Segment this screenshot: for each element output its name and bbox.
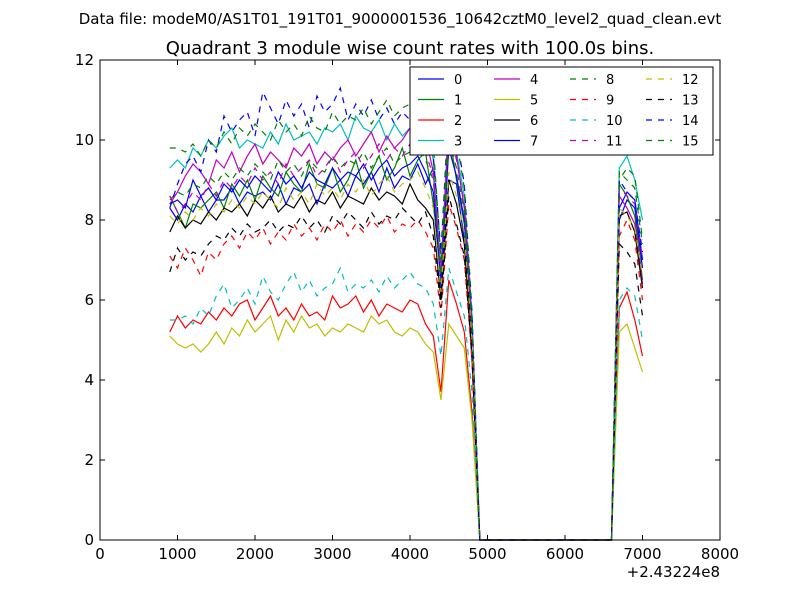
x-tick-label: 3000: [313, 545, 351, 563]
y-tick-label: 4: [84, 371, 94, 389]
legend-label-6: 6: [530, 114, 538, 129]
legend-label-10: 10: [606, 114, 623, 129]
legend-label-7: 7: [530, 135, 538, 150]
legend-label-3: 3: [454, 135, 462, 150]
legend-label-14: 14: [682, 114, 699, 129]
x-tick-label: 0: [95, 545, 105, 563]
x-tick-label: 1000: [158, 545, 196, 563]
y-tick-label: 10: [75, 131, 94, 149]
legend-label-8: 8: [606, 73, 614, 88]
legend-label-2: 2: [454, 114, 462, 129]
series-line-15: [169, 98, 644, 541]
suptitle: Data file: modeM0/AS1T01_191T01_90000015…: [79, 10, 722, 29]
y-tick-label: 12: [75, 51, 94, 69]
plot-area: 0 1000 2000 3000 4000 5000 6000 7000 80000246810…: [75, 51, 739, 563]
ticks-layer: 0 1000 2000 3000 4000 5000 6000 7000 80000246810…: [75, 51, 739, 563]
legend-label-11: 11: [606, 135, 623, 150]
y-tick-label: 0: [84, 531, 94, 549]
legend-label-13: 13: [682, 94, 699, 109]
x-tick-label: 6000: [546, 545, 584, 563]
legend-label-1: 1: [454, 94, 462, 109]
x-tick-label: 7000: [623, 545, 661, 563]
x-tick-label: 5000: [468, 545, 506, 563]
legend-label-4: 4: [530, 73, 538, 88]
y-tick-label: 2: [84, 451, 94, 469]
legend-label-9: 9: [606, 94, 614, 109]
series-line-10: [169, 266, 644, 541]
y-tick-label: 8: [84, 211, 94, 229]
series-line-8: [169, 139, 644, 541]
x-tick-label: 8000: [701, 545, 739, 563]
x-tick-label: 2000: [236, 545, 274, 563]
x-offset-label: +2.43224e8: [627, 563, 720, 581]
x-tick-label: 4000: [391, 545, 429, 563]
legend-label-0: 0: [454, 73, 462, 88]
y-tick-label: 6: [84, 291, 94, 309]
chart-title: Quadrant 3 module wise count rates with …: [166, 38, 655, 59]
legend-label-5: 5: [530, 94, 538, 109]
legend-label-15: 15: [682, 135, 699, 150]
series-line-14: [169, 86, 644, 541]
legend-label-12: 12: [682, 73, 699, 88]
